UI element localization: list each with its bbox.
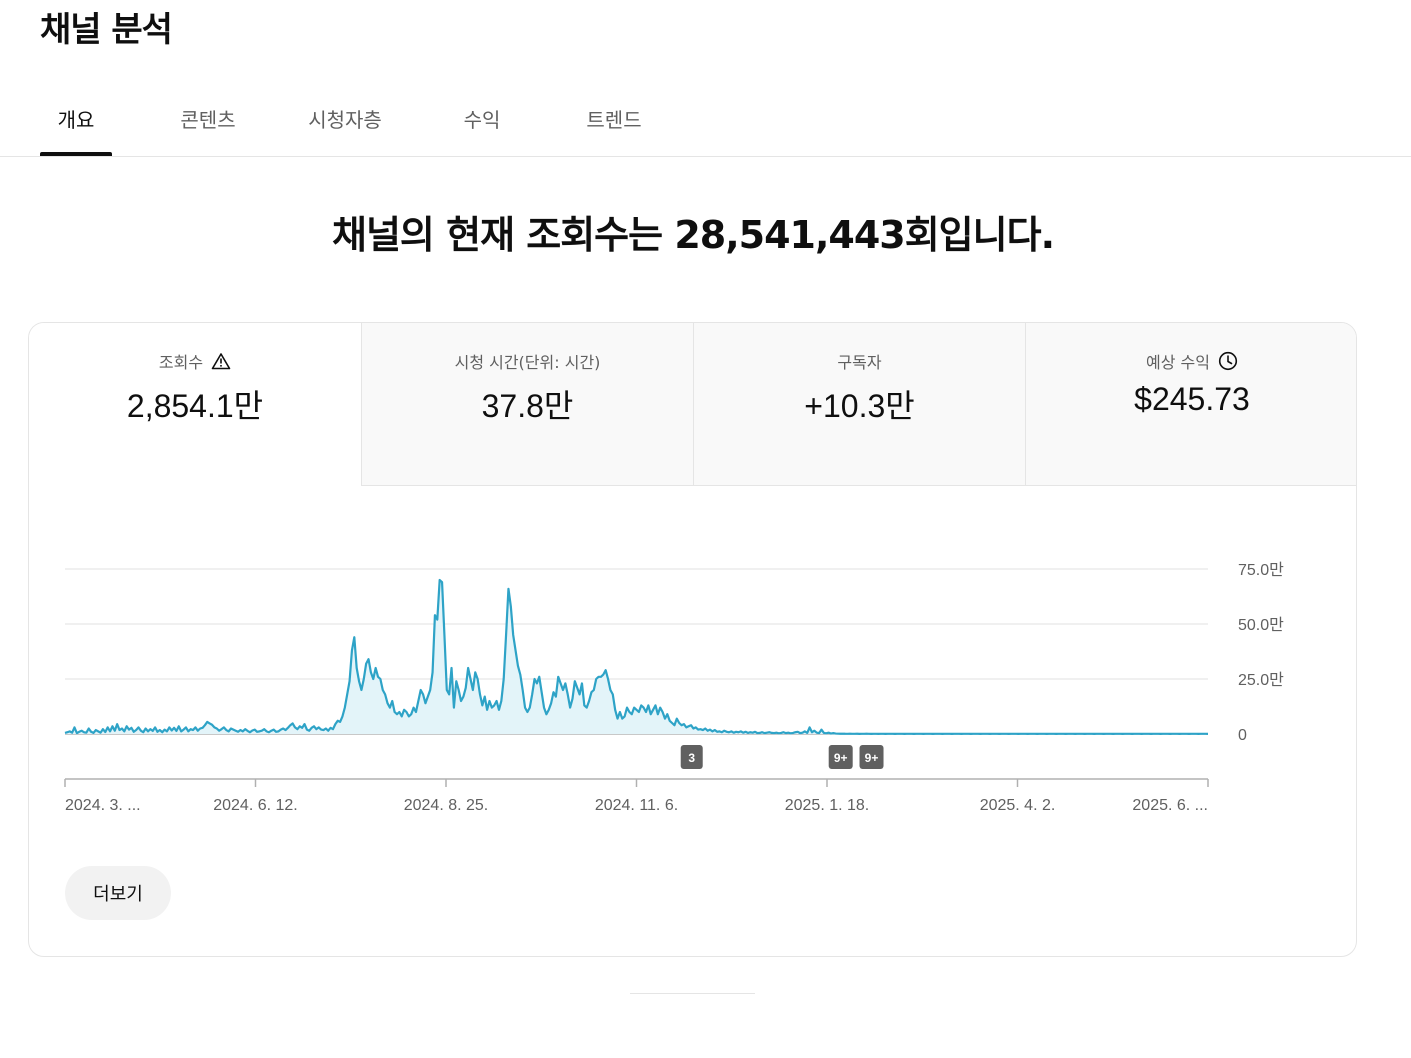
metric-revenue-label: 예상 수익 (1146, 353, 1210, 372)
more-button[interactable]: 더보기 (65, 866, 171, 920)
y-tick-label: 25.0만 (1238, 671, 1284, 689)
y-tick-label: 75.0만 (1238, 561, 1284, 579)
metric-views[interactable]: 조회수 2,854.1만 (29, 323, 361, 486)
headline: 채널의 현재 조회수는 28,541,443회입니다. (332, 213, 1055, 257)
series-area (65, 580, 1208, 734)
tab-bar: 개요 콘텐츠 시청자층 수익 트렌드 (0, 88, 1411, 157)
x-tick-label: 2025. 1. 18. (785, 797, 870, 814)
y-tick-label: 0 (1238, 727, 1247, 744)
tab-audience[interactable]: 시청자층 (308, 108, 382, 132)
metric-views-label-row: 조회수 (29, 349, 361, 373)
tab-trends[interactable]: 트렌드 (586, 108, 642, 132)
annotation-badge (859, 745, 884, 769)
x-tick-label: 2024. 6. 12. (213, 797, 298, 814)
metric-revenue[interactable]: 예상 수익 $245.73 (1025, 323, 1356, 486)
tab-content[interactable]: 콘텐츠 (180, 108, 236, 132)
metric-views-value: 2,854.1만 (126, 388, 264, 424)
metric-views-label: 조회수 (158, 353, 204, 372)
x-tick-label: 2024. 11. 6. (595, 797, 678, 814)
x-tick-label: 2024. 3. ... (65, 797, 141, 814)
annotation-badge-label: 9+ (865, 751, 879, 765)
metric-tabs: 조회수 2,854.1만 시청 시간(단위: 시간) 37.8만 구독자 +10… (29, 323, 1356, 486)
annotation-badge-label: 9+ (834, 751, 848, 765)
x-tick-label: 2025. 6. ... (1132, 797, 1208, 814)
metric-subscribers-label-row: 구독자 (694, 349, 1025, 373)
metric-subscribers-label: 구독자 (837, 353, 882, 372)
annotation-badge (828, 745, 853, 769)
annotation-badge-label: 3 (688, 751, 695, 765)
active-tab-indicator (40, 152, 112, 156)
tab-overview[interactable]: 개요 (57, 108, 95, 132)
series-line (64, 578, 1209, 735)
x-tick-label: 2025. 4. 2. (980, 797, 1056, 814)
clock-icon[interactable] (1218, 351, 1238, 371)
annotation-badge (680, 745, 703, 769)
metric-subscribers[interactable]: 구독자 +10.3만 (693, 323, 1025, 486)
metric-watch-time[interactable]: 시청 시간(단위: 시간) 37.8만 (361, 323, 693, 486)
metric-watch-time-label: 시청 시간(단위: 시간) (454, 353, 601, 372)
metric-watch-time-value: 37.8만 (481, 388, 574, 424)
y-tick-label: 50.0만 (1238, 616, 1284, 634)
page-title: 채널 분석 (40, 10, 173, 50)
metric-revenue-label-row: 예상 수익 (1026, 349, 1356, 373)
divider (630, 993, 755, 994)
x-tick-label: 2024. 8. 25. (404, 797, 489, 814)
overview-card: 조회수 2,854.1만 시청 시간(단위: 시간) 37.8만 구독자 +10… (28, 322, 1357, 957)
metric-subscribers-value: +10.3만 (804, 388, 915, 424)
metric-revenue-value: $245.73 (1134, 381, 1250, 417)
views-chart[interactable]: 75.0만 50.0만 25.0만 0 3 9+ 9+ 2024. 3. ... 2024. 6… (29, 486, 1357, 866)
metric-watch-time-label-row: 시청 시간(단위: 시간) (362, 349, 693, 373)
tab-revenue[interactable]: 수익 (463, 108, 501, 132)
warning-icon[interactable] (211, 352, 231, 370)
